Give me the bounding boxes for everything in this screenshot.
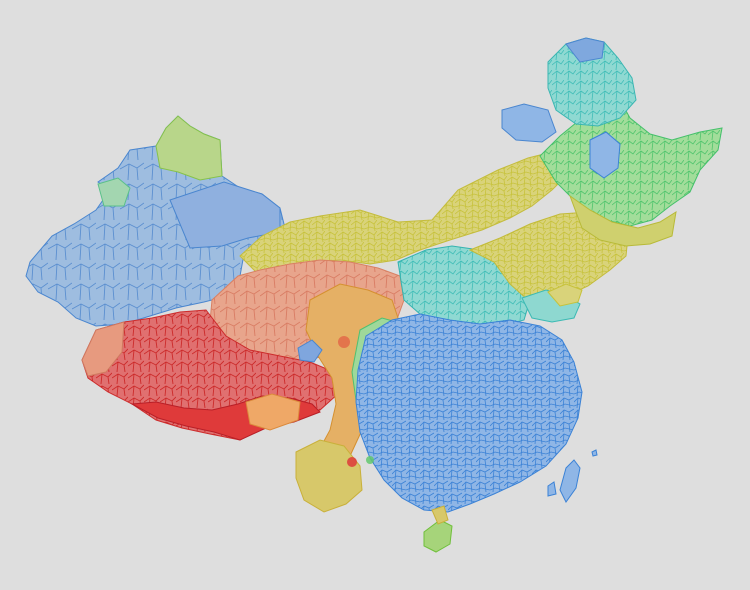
region-tibet-orange[interactable] <box>245 393 301 431</box>
region-northeast-west-blue[interactable] <box>501 103 557 143</box>
region-north-plain-yellow[interactable] <box>468 211 629 305</box>
region-hainan[interactable] <box>423 519 453 553</box>
region-northwest-small[interactable] <box>97 177 131 207</box>
region-north-yellow[interactable] <box>239 149 573 273</box>
hotspot-southwest-red <box>347 457 357 467</box>
region-southeast-blue[interactable] <box>355 313 583 513</box>
region-taiwan-islet[interactable] <box>547 481 557 497</box>
hotspot-sichuan-red <box>338 336 350 348</box>
region-tibet-west-salmon[interactable] <box>81 321 125 377</box>
region-taiwan[interactable] <box>559 459 581 503</box>
region-northeast-green[interactable] <box>539 99 723 227</box>
region-qinghai-blue-lake[interactable] <box>297 339 323 363</box>
region-liaoning-yellow[interactable] <box>568 194 677 247</box>
hotspot-yunnan-green <box>366 456 374 464</box>
region-hongkong-dot[interactable] <box>591 449 598 457</box>
region-altay-green[interactable] <box>155 115 223 181</box>
region-northeast-top-blue[interactable] <box>565 37 605 63</box>
region-yunnan-yellow[interactable] <box>295 439 363 513</box>
region-shandong-peninsula[interactable] <box>547 283 583 307</box>
region-leizhou[interactable] <box>431 505 449 525</box>
region-northeast-bluepatch[interactable] <box>589 131 621 179</box>
